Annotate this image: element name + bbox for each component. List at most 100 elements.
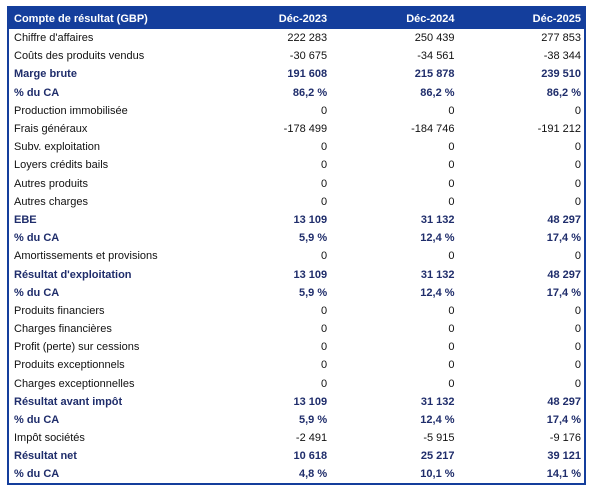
cell-value: 0 bbox=[320, 177, 328, 190]
cell-value: 0 bbox=[320, 304, 328, 317]
cell-value: -30 675 bbox=[289, 50, 328, 63]
table-title: Compte de résultat (GBP) bbox=[8, 7, 203, 29]
table-row: Frais généraux -178 499 -184 746 -191 212 bbox=[8, 120, 585, 138]
table-row: Charges exceptionnelles 0 0 0 bbox=[8, 375, 585, 393]
cell-value: 0 bbox=[448, 359, 455, 372]
table-row: % du CA 4,8 % 10,1 % 14,1 % bbox=[8, 466, 585, 484]
cell-value: 0 bbox=[320, 141, 328, 154]
row-label: Production immobilisée bbox=[14, 104, 128, 117]
cell-value: 13 109 bbox=[293, 395, 328, 408]
cell-value: 191 608 bbox=[287, 68, 328, 81]
cell-value: 17,4 % bbox=[546, 286, 581, 299]
cell-value: 5,9 % bbox=[298, 286, 328, 299]
table-row: Autres charges 0 0 0 bbox=[8, 193, 585, 211]
row-label: Chiffre d'affaires bbox=[14, 32, 94, 45]
cell-value: 0 bbox=[448, 177, 455, 190]
row-label: Amortissements et provisions bbox=[14, 250, 158, 263]
cell-value: 0 bbox=[574, 359, 581, 372]
cell-value: 17,4 % bbox=[546, 232, 581, 245]
cell-value: 31 132 bbox=[420, 213, 455, 226]
cell-value: 0 bbox=[448, 141, 455, 154]
cell-value: 0 bbox=[574, 341, 581, 354]
cell-value: 31 132 bbox=[420, 395, 455, 408]
cell-value: 86,2 % bbox=[292, 86, 328, 99]
cell-value: 0 bbox=[574, 141, 581, 154]
cell-value: 0 bbox=[448, 195, 455, 208]
cell-value: 10 618 bbox=[293, 450, 328, 463]
table-row: Chiffre d'affaires 222 283 250 439 277 853 bbox=[8, 29, 585, 47]
cell-value: 0 bbox=[320, 159, 328, 172]
row-label: Produits exceptionnels bbox=[14, 359, 125, 372]
table-row: Loyers crédits bails 0 0 0 bbox=[8, 156, 585, 174]
table-row: Subv. exploitation 0 0 0 bbox=[8, 138, 585, 156]
cell-value: 0 bbox=[574, 323, 581, 336]
row-label: Charges exceptionnelles bbox=[14, 377, 135, 390]
cell-value: 5,9 % bbox=[298, 232, 328, 245]
table-row: Production immobilisée 0 0 0 bbox=[8, 102, 585, 120]
cell-value: -191 212 bbox=[537, 123, 581, 136]
column-header-dec-2024: Déc-2024 bbox=[330, 7, 458, 29]
cell-value: 215 878 bbox=[414, 68, 455, 81]
table-row: % du CA 86,2 % 86,2 % 86,2 % bbox=[8, 84, 585, 102]
cell-value: 0 bbox=[448, 323, 455, 336]
cell-value: 48 297 bbox=[547, 268, 581, 281]
cell-value: 17,4 % bbox=[546, 414, 581, 427]
cell-value: -34 561 bbox=[417, 50, 455, 63]
table-row: Profit (perte) sur cessions 0 0 0 bbox=[8, 338, 585, 356]
cell-value: 250 439 bbox=[414, 32, 455, 45]
row-label: % du CA bbox=[14, 232, 60, 245]
cell-value: -38 344 bbox=[543, 50, 581, 63]
cell-value: 277 853 bbox=[541, 32, 581, 45]
row-label: Marge brute bbox=[14, 68, 77, 81]
cell-value: 12,4 % bbox=[420, 232, 455, 245]
table-row: % du CA 5,9 % 12,4 % 17,4 % bbox=[8, 284, 585, 302]
income-statement-table: Compte de résultat (GBP) Déc-2023 Déc-20… bbox=[7, 6, 586, 485]
row-label: Résultat d'exploitation bbox=[14, 268, 132, 281]
cell-value: 0 bbox=[448, 250, 455, 263]
row-label: Frais généraux bbox=[14, 123, 88, 136]
cell-value: 25 217 bbox=[420, 450, 455, 463]
row-label: Produits financiers bbox=[14, 304, 105, 317]
row-label: EBE bbox=[14, 213, 37, 226]
table-row: Amortissements et provisions 0 0 0 bbox=[8, 247, 585, 265]
cell-value: 0 bbox=[320, 377, 328, 390]
row-label: % du CA bbox=[14, 414, 60, 427]
row-label: Autres produits bbox=[14, 177, 88, 190]
cell-value: 86,2 % bbox=[420, 86, 455, 99]
header-row: Compte de résultat (GBP) Déc-2023 Déc-20… bbox=[8, 7, 585, 29]
table-row: % du CA 5,9 % 12,4 % 17,4 % bbox=[8, 411, 585, 429]
column-header-dec-2023: Déc-2023 bbox=[202, 7, 331, 29]
cell-value: -178 499 bbox=[283, 123, 328, 136]
cell-value: 0 bbox=[574, 377, 581, 390]
column-header-dec-2025: Déc-2025 bbox=[457, 7, 585, 29]
table-row: Résultat avant impôt 13 109 31 132 48 297 bbox=[8, 393, 585, 411]
row-label: Charges financières bbox=[14, 323, 112, 336]
row-label: % du CA bbox=[14, 468, 60, 481]
cell-value: 0 bbox=[320, 195, 328, 208]
table-row: Produits exceptionnels 0 0 0 bbox=[8, 356, 585, 374]
cell-value: 0 bbox=[448, 304, 455, 317]
table-row: Résultat net 10 618 25 217 39 121 bbox=[8, 447, 585, 465]
cell-value: 0 bbox=[320, 359, 328, 372]
cell-value: 0 bbox=[320, 323, 328, 336]
row-label: Résultat avant impôt bbox=[14, 395, 123, 408]
table-row: Impôt sociétés -2 491 -5 915 -9 176 bbox=[8, 429, 585, 447]
table-row: EBE 13 109 31 132 48 297 bbox=[8, 211, 585, 229]
row-label: Autres charges bbox=[14, 195, 88, 208]
cell-value: 239 510 bbox=[541, 68, 581, 81]
cell-value: 0 bbox=[448, 159, 455, 172]
table-body: Chiffre d'affaires 222 283 250 439 277 853 C… bbox=[8, 29, 585, 484]
cell-value: 0 bbox=[448, 377, 455, 390]
row-label: Loyers crédits bails bbox=[14, 159, 109, 172]
row-label: % du CA bbox=[14, 86, 60, 99]
cell-value: 48 297 bbox=[547, 395, 581, 408]
row-label: Résultat net bbox=[14, 450, 77, 463]
cell-value: 0 bbox=[320, 104, 328, 117]
cell-value: -2 491 bbox=[295, 432, 328, 445]
cell-value: 13 109 bbox=[293, 268, 328, 281]
cell-value: -5 915 bbox=[423, 432, 455, 445]
row-label: % du CA bbox=[14, 286, 60, 299]
cell-value: -184 746 bbox=[411, 123, 455, 136]
cell-value: 0 bbox=[574, 250, 581, 263]
page: Compte de résultat (GBP) Déc-2023 Déc-20… bbox=[0, 6, 600, 502]
